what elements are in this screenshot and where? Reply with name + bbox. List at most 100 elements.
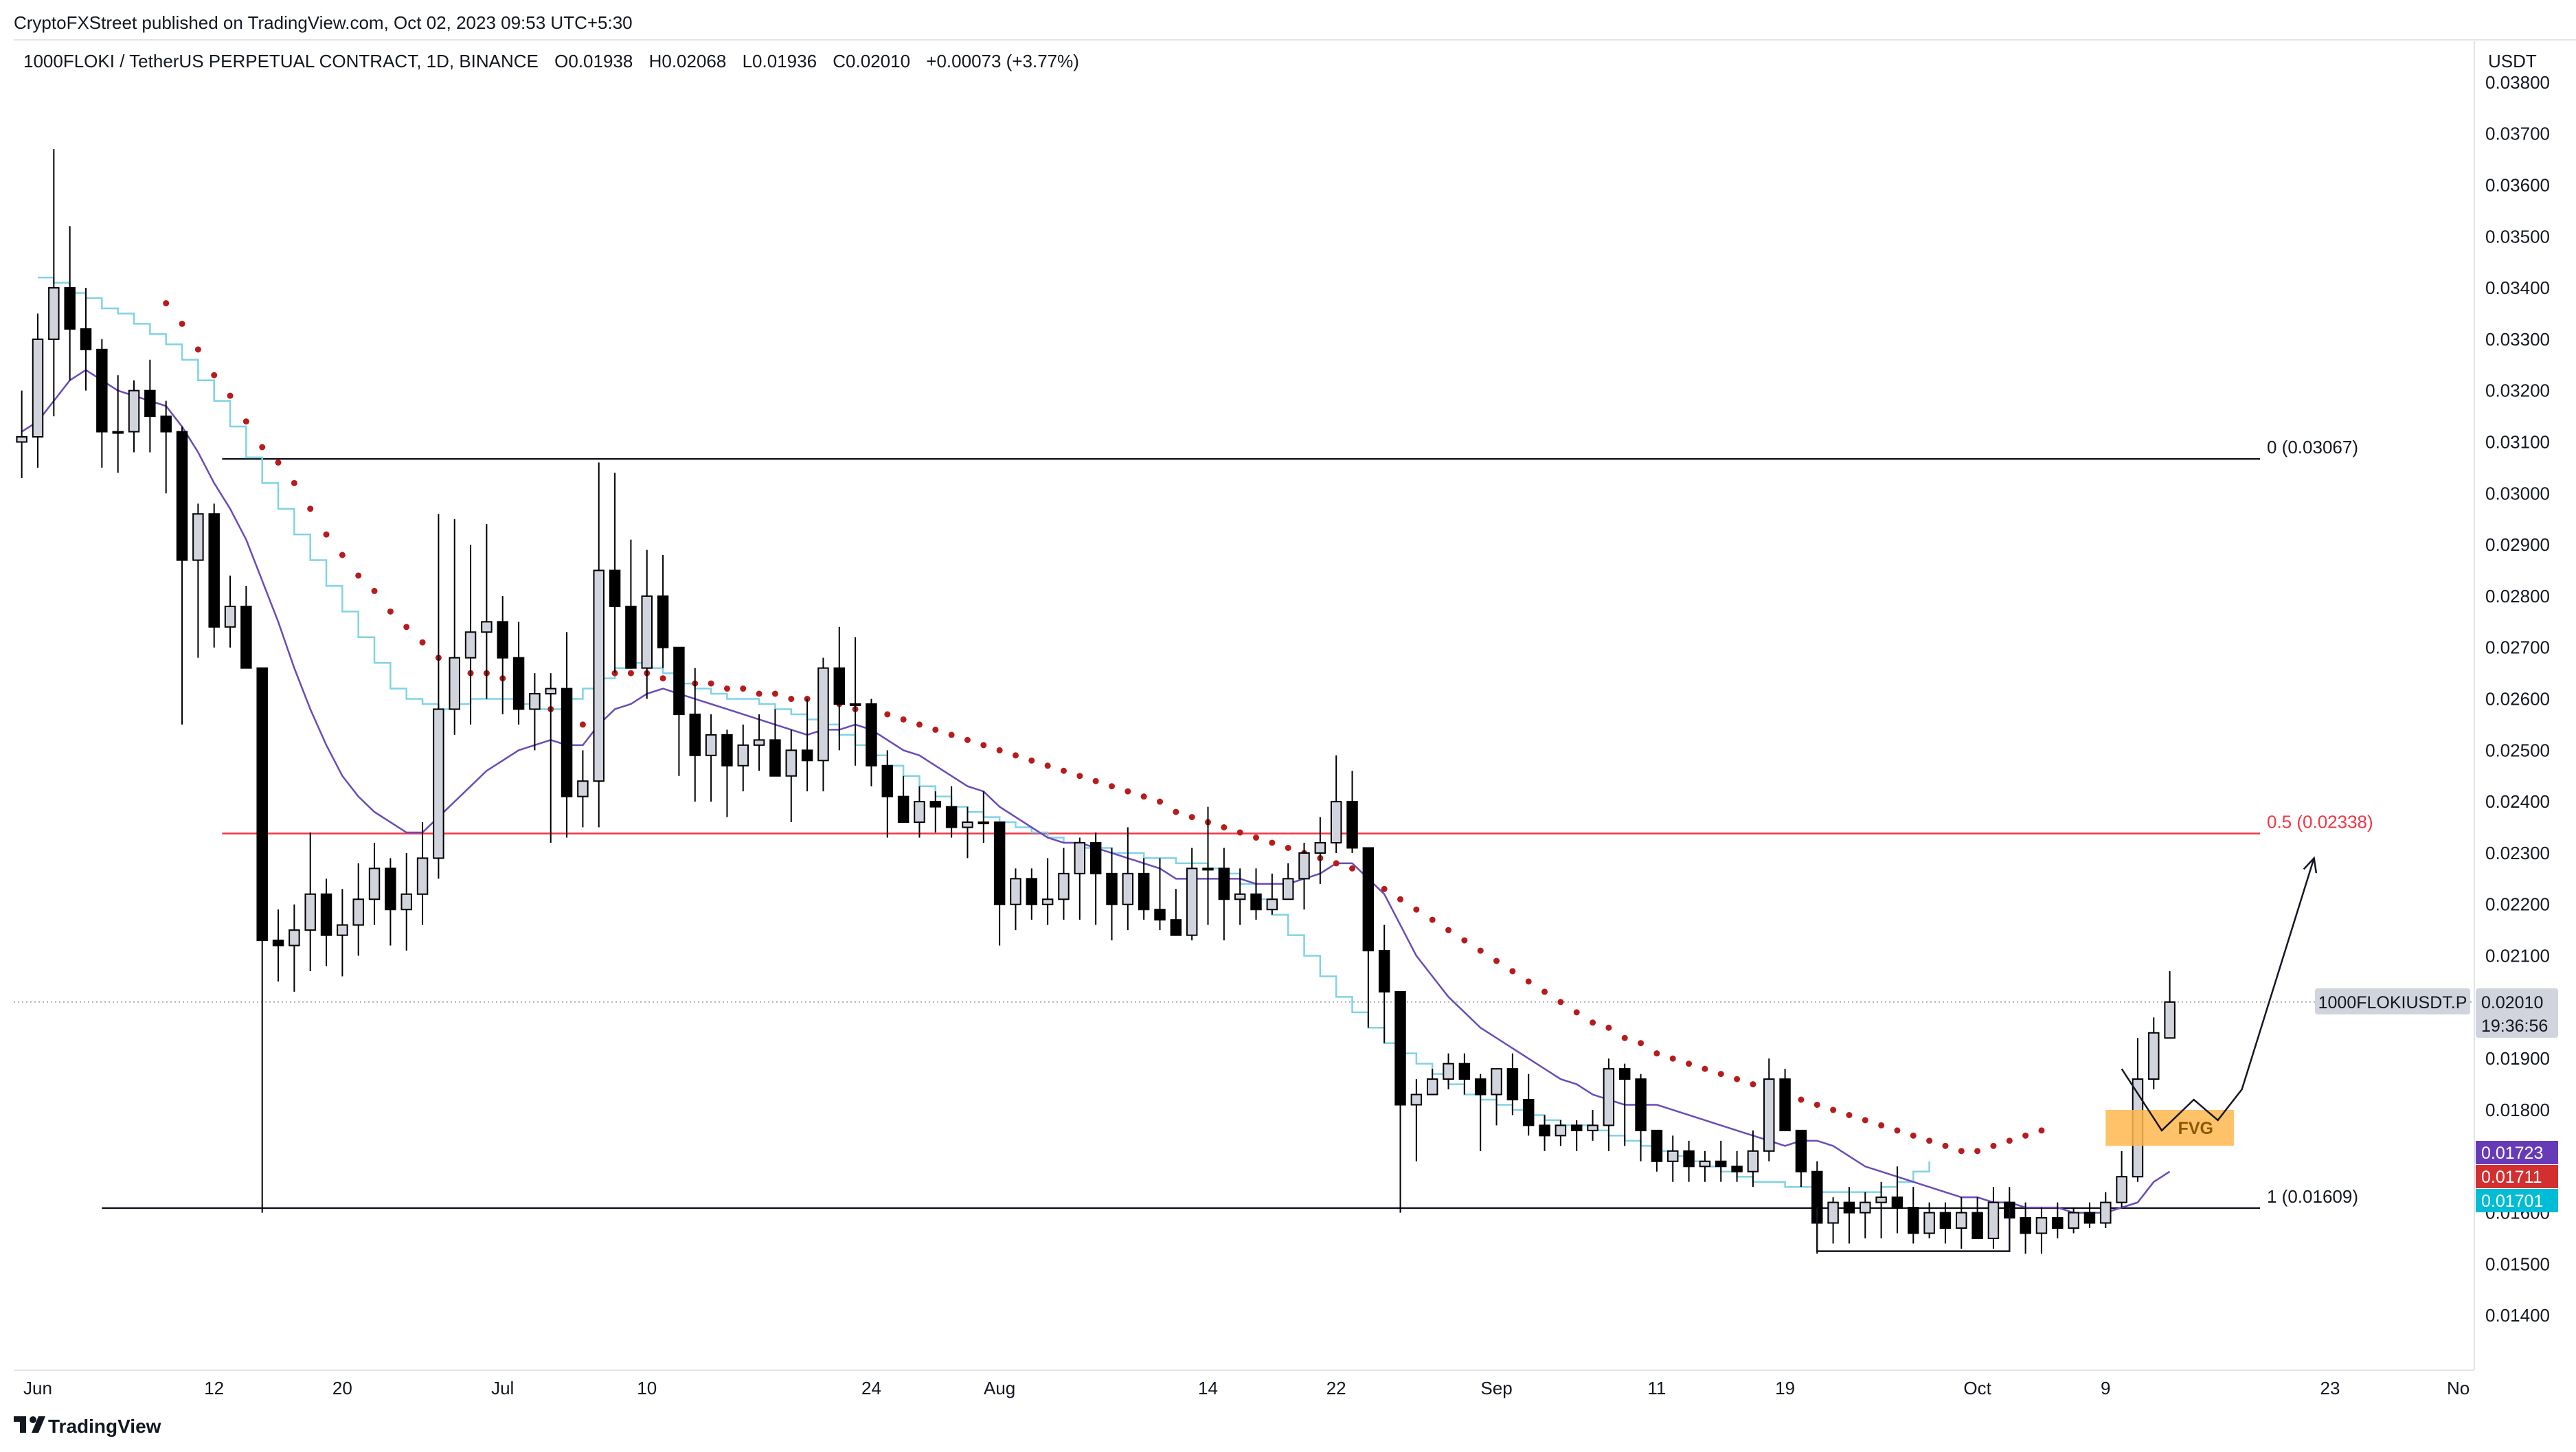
candle[interactable] [16,390,27,478]
candle[interactable] [769,709,781,777]
drawings[interactable]: FVG [1816,856,2318,1252]
candle[interactable] [1715,1140,1727,1182]
candle[interactable] [224,575,236,648]
fvg-zone[interactable] [2105,1109,2234,1146]
candle[interactable] [289,904,300,992]
candle[interactable] [256,667,268,1213]
candle[interactable] [1555,1120,1567,1146]
candle[interactable] [1539,1115,1550,1151]
candle[interactable] [1074,837,1086,920]
candle[interactable] [1426,1069,1438,1096]
candle[interactable] [2100,1192,2112,1229]
price-axis[interactable]: 0.03800 0.03700 0.03600 0.03500 0.03400 0.033… [2485,72,2550,1326]
candle[interactable] [1731,1150,1743,1182]
candle[interactable] [1202,806,1214,925]
candle[interactable] [833,626,846,751]
candle[interactable] [1956,1197,1967,1249]
candle[interactable] [1298,842,1310,910]
candle[interactable] [577,750,589,828]
candle[interactable] [1891,1166,1903,1234]
candle[interactable] [1282,863,1294,900]
candle[interactable] [689,668,701,802]
candle[interactable] [705,714,717,802]
candle[interactable] [1923,1202,1935,1238]
candle[interactable] [1458,1053,1471,1095]
candle[interactable] [641,549,653,699]
candle[interactable] [545,673,556,843]
candle[interactable] [96,339,108,468]
candle[interactable] [1010,868,1021,931]
candle[interactable] [1875,1181,1887,1238]
candle[interactable] [1779,1069,1791,1131]
candle[interactable] [497,595,508,714]
candle[interactable] [962,806,973,859]
candle[interactable] [1603,1058,1615,1151]
candle[interactable] [400,852,412,951]
candle[interactable] [673,646,685,776]
candle[interactable] [1699,1150,1711,1182]
candle[interactable] [1378,924,1390,1043]
candle[interactable] [337,889,348,977]
candle[interactable] [2083,1202,2096,1229]
candle[interactable] [1122,827,1134,931]
candle[interactable] [801,699,813,792]
candle[interactable] [1795,1129,1807,1188]
candle[interactable] [1362,847,1375,1028]
candle[interactable] [849,637,861,766]
candle[interactable] [272,909,284,982]
candle[interactable] [929,791,942,833]
candle[interactable] [433,514,444,879]
candle[interactable] [737,724,749,792]
candle[interactable] [881,750,894,838]
candle[interactable] [192,503,204,658]
candles[interactable] [16,149,2176,1254]
candle[interactable] [1106,848,1118,941]
candle[interactable] [993,821,1006,946]
candle[interactable] [128,380,140,453]
candle[interactable] [593,462,605,828]
candle[interactable] [304,832,316,971]
candle[interactable] [945,786,958,838]
candle[interactable] [1026,868,1038,920]
candle[interactable] [1234,868,1246,925]
candle[interactable] [512,622,525,725]
candle[interactable] [1827,1197,1839,1244]
candle[interactable] [1651,1129,1663,1172]
candle[interactable] [1506,1053,1519,1115]
candle[interactable] [866,699,877,786]
candle[interactable] [1522,1074,1535,1136]
candle[interactable] [464,545,477,725]
symbol-name[interactable]: 1000FLOKI / TetherUS PERPETUAL CONTRACT,… [23,51,539,71]
candle[interactable] [1058,848,1070,920]
candle[interactable] [1186,848,1198,941]
candle[interactable] [817,657,829,792]
candle[interactable] [1635,1074,1647,1161]
candle[interactable] [1843,1187,1855,1244]
candle[interactable] [657,555,669,668]
candle[interactable] [1314,817,1326,884]
candle[interactable] [1587,1109,1598,1141]
candle[interactable] [978,791,990,843]
candle[interactable] [1041,858,1054,925]
candle[interactable] [561,632,573,838]
candle[interactable] [1443,1053,1454,1090]
candle[interactable] [1346,771,1358,853]
candle[interactable] [352,863,364,956]
candle[interactable] [80,288,92,391]
candle[interactable] [176,427,188,725]
candle[interactable] [1491,1068,1502,1126]
candle[interactable] [160,400,172,494]
candle[interactable] [2035,1207,2048,1254]
candle[interactable] [1410,1079,1423,1161]
candle[interactable] [48,149,60,417]
candle[interactable] [1939,1202,1952,1244]
candle[interactable] [1138,858,1150,920]
candle[interactable] [1266,873,1278,915]
candle[interactable] [481,524,493,699]
candle[interactable] [1330,755,1342,853]
currency-label[interactable]: USDT [2488,51,2537,71]
candle[interactable] [529,673,541,751]
candle[interactable] [785,729,798,823]
candle[interactable] [1667,1135,1679,1182]
candle[interactable] [112,375,124,473]
